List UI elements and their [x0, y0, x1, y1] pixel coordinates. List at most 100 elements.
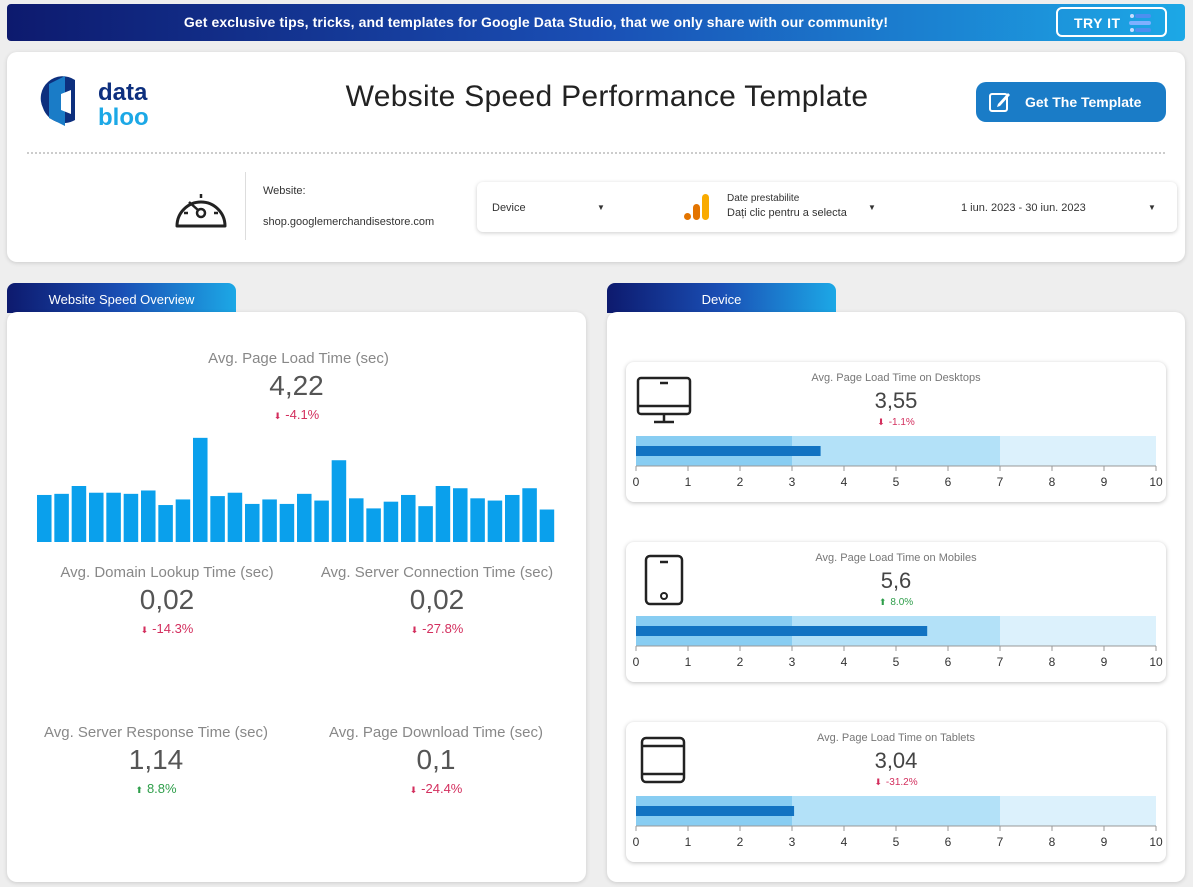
- kpi-delta-value: -14.3%: [152, 621, 194, 636]
- bar-30: [539, 509, 555, 542]
- promo-banner: Get exclusive tips, tricks, and template…: [7, 4, 1185, 41]
- tick-label: 6: [945, 835, 952, 849]
- tick-label: 7: [997, 475, 1004, 489]
- tablet-bullet-chart: 0 1 2 3 4 5 6 7 8 9 10: [633, 796, 1163, 849]
- speedometer-icon: [175, 194, 227, 228]
- bar-21: [383, 501, 399, 542]
- device-delta-value: -1.1%: [888, 417, 915, 428]
- bar-24: [435, 486, 451, 542]
- tick-label: 3: [789, 655, 796, 669]
- kpi-label: Avg. Server Connection Time (sec): [320, 564, 554, 581]
- tick-label: 7: [997, 835, 1004, 849]
- device-filter[interactable]: Device ▼: [477, 182, 667, 232]
- arrow-down-icon: ⬇: [140, 625, 149, 635]
- tick-label: 10: [1149, 655, 1163, 669]
- device-delta: ⬇ -31.2%: [726, 777, 1066, 788]
- tick-label: 2: [737, 475, 744, 489]
- date-preset-hint: Dați clic pentru a selecta: [727, 207, 847, 219]
- tick-label: 10: [1149, 835, 1163, 849]
- device-delta-value: -31.2%: [885, 777, 918, 788]
- device-panel: Avg. Page Load Time on Desktops 3,55 ⬇ -1…: [607, 312, 1185, 882]
- device-title: Avg. Page Load Time on Desktops: [811, 372, 981, 384]
- get-template-button[interactable]: Get The Template: [976, 82, 1166, 122]
- website-label: Website:: [263, 185, 306, 197]
- tick-label: 6: [945, 475, 952, 489]
- tick-label: 1: [685, 475, 692, 489]
- kpi-delta-value: -27.8%: [422, 621, 464, 636]
- tick-label: 8: [1049, 835, 1056, 849]
- bar-29: [522, 488, 537, 542]
- arrow-down-icon: ⬇: [409, 785, 418, 795]
- banner-text: Get exclusive tips, tricks, and template…: [183, 14, 889, 30]
- tick-label: 6: [945, 655, 952, 669]
- kpi-delta-value: -24.4%: [421, 781, 463, 796]
- tick-label: 1: [685, 655, 692, 669]
- page-title: Website Speed Performance Template: [345, 80, 869, 113]
- bar-3: [71, 486, 87, 542]
- tick-label: 3: [789, 835, 796, 849]
- kpi-value: 0,02: [409, 584, 465, 615]
- bar-6: [123, 493, 139, 542]
- overview-panel: Avg. Page Load Time (sec) 4,22 ⬇ -4.1% Av…: [7, 312, 586, 882]
- range-band-3: [1000, 436, 1156, 466]
- tab-device: Device: [607, 283, 836, 313]
- range-band-2: [792, 436, 1000, 466]
- tick-label: 8: [1049, 655, 1056, 669]
- kpi-delta: ⬇ -27.8%: [297, 621, 577, 636]
- main-kpi-label: Avg. Page Load Time (sec): [208, 350, 389, 367]
- tick-label: 10: [1149, 475, 1163, 489]
- tick-label: 0: [633, 835, 640, 849]
- bar-18: [331, 460, 347, 542]
- date-preset-selector[interactable]: Date prestabilite Dați clic pentru a sel…: [677, 182, 887, 232]
- device-value: 5,6: [880, 568, 912, 593]
- tick-label: 3: [789, 475, 796, 489]
- bar-22: [401, 494, 416, 542]
- caret-down-icon: ▼: [1148, 203, 1156, 212]
- bar-10: [193, 437, 208, 542]
- device-delta: ⬇ -1.1%: [726, 417, 1066, 428]
- bar-5: [106, 492, 121, 542]
- arrow-down-icon: ⬇: [410, 625, 419, 635]
- kpi-delta: ⬆ 8.8%: [27, 781, 285, 796]
- tick-label: 5: [893, 475, 900, 489]
- vertical-divider: [245, 172, 246, 240]
- date-preset-label: Date prestabilite: [727, 193, 800, 204]
- range-band-3: [1000, 796, 1156, 826]
- bar-11: [210, 496, 225, 542]
- tick-label: 9: [1101, 835, 1108, 849]
- databloo-logo-icon: data bloo: [40, 76, 149, 131]
- tick-label: 1: [685, 835, 692, 849]
- bar-12: [227, 492, 243, 542]
- device-filter-label: Device: [492, 202, 526, 214]
- bar-20: [366, 508, 381, 542]
- try-it-button[interactable]: TRY IT: [1056, 7, 1167, 37]
- bar-25: [453, 488, 468, 542]
- google-analytics-icon: [684, 194, 709, 220]
- tick-label: 4: [841, 475, 848, 489]
- bar-13: [245, 503, 260, 542]
- main-kpi-delta: ⬇ -4.1%: [7, 407, 586, 422]
- value-bar-tablets: [636, 806, 795, 816]
- bar-4: [89, 492, 104, 542]
- arrow-down-icon: ⬇: [273, 411, 282, 421]
- tick-label: 7: [997, 655, 1004, 669]
- bar-27: [487, 500, 503, 542]
- bar-1: [37, 494, 52, 542]
- device-value: 3,55: [874, 388, 918, 413]
- kpi-label: Avg. Server Response Time (sec): [44, 724, 268, 741]
- kpi-delta: ⬇ -24.4%: [297, 781, 575, 796]
- bar-8: [158, 505, 173, 542]
- date-range-selector[interactable]: 1 iun. 2023 - 30 iun. 2023 ▼: [897, 182, 1177, 232]
- tablet-icon: [640, 736, 686, 784]
- bar-9: [175, 499, 191, 542]
- arrow-up-icon: ⬆: [878, 597, 887, 607]
- bar-28: [505, 494, 520, 542]
- caret-down-icon: ▼: [597, 203, 605, 212]
- device-title: Avg. Page Load Time on Mobiles: [815, 552, 977, 564]
- edit-icon: [989, 93, 1010, 112]
- mobile-bullet-chart: 0 1 2 3 4 5 6 7 8 9 10: [633, 616, 1163, 669]
- bar-16: [297, 493, 312, 542]
- main-kpi-value: 4,22: [269, 370, 324, 401]
- range-band-3: [1000, 616, 1156, 646]
- device-delta-value: 8.0%: [890, 597, 914, 608]
